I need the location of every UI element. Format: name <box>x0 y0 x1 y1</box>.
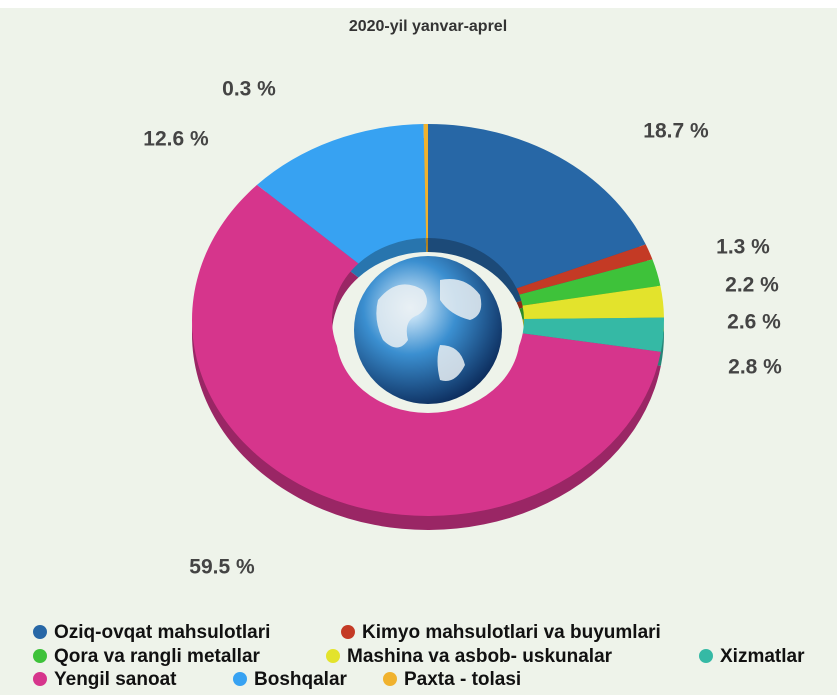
legend-label: Qora va rangli metallar <box>54 646 261 667</box>
slice <box>522 285 664 319</box>
legend-marker <box>341 625 355 639</box>
value-label: 1.3 % <box>716 236 770 259</box>
value-label: 59.5 % <box>189 556 255 579</box>
legend-label: Boshqalar <box>254 669 348 690</box>
globe <box>354 256 502 404</box>
legend-label: Paxta - tolasi <box>404 669 521 690</box>
legend-label: Kimyo mahsulotlari va buyumlari <box>362 622 661 643</box>
legend-marker <box>33 649 47 663</box>
legend: Oziq-ovqat mahsulotlari Kimyo mahsulotlar… <box>33 622 805 690</box>
legend-marker <box>383 672 397 686</box>
legend-label: Mashina va asbob- uskunalar <box>347 646 613 667</box>
value-label: 0.3 % <box>222 78 276 101</box>
legend-marker <box>33 672 47 686</box>
continents <box>376 279 482 381</box>
slice <box>423 124 428 239</box>
legend-label: Oziq-ovqat mahsulotlari <box>54 622 270 643</box>
legend-marker <box>33 625 47 639</box>
value-labels: 18.7 % 1.3 % 2.2 % 2.6 % 2.8 % 59.5 % 12.6 % 0.… <box>143 78 782 579</box>
value-label: 18.7 % <box>643 120 709 143</box>
legend-label: Yengil sanoat <box>54 669 177 690</box>
value-label: 2.8 % <box>728 356 782 379</box>
legend-marker <box>233 672 247 686</box>
chart-subtitle: 2020-yil yanvar-aprel <box>349 18 507 35</box>
slice <box>192 184 661 516</box>
legend-marker <box>699 649 713 663</box>
top-strip <box>0 0 837 8</box>
slices <box>192 124 664 516</box>
value-label: 12.6 % <box>143 128 209 151</box>
slice <box>522 317 664 352</box>
slice <box>256 124 427 264</box>
slice <box>516 244 653 295</box>
slice <box>428 124 646 289</box>
slice <box>519 259 661 306</box>
value-label: 2.2 % <box>725 274 779 297</box>
center-globe <box>336 256 520 413</box>
legend-label: Xizmatlar <box>720 646 805 667</box>
value-label: 2.6 % <box>727 311 781 334</box>
legend-marker <box>326 649 340 663</box>
